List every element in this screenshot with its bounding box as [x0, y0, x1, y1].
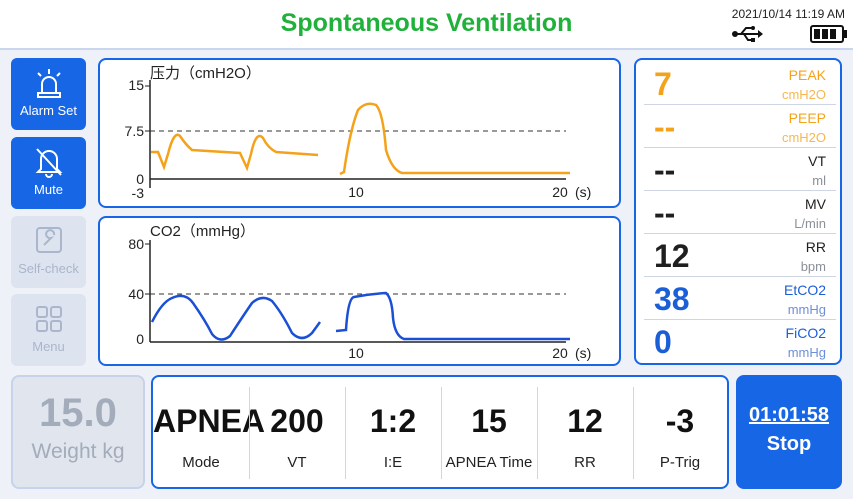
- pressure-waveform-panel: 压力（cmH2O） 15 7.5 0 -3 10 20 (s): [98, 58, 621, 208]
- param-peep-value: --: [654, 109, 676, 145]
- usb-icon: [732, 26, 763, 42]
- setting-p-trig-label: P-Trig: [659, 454, 701, 471]
- setting-vt-value: 200: [270, 403, 324, 439]
- param-vt-unit: ml: [812, 173, 826, 188]
- pressure-y-tick-0: 0: [136, 171, 144, 187]
- pressure-waveform-chart: 15 7.5 0 -3 10 20 (s): [125, 77, 592, 201]
- param-vt-value: --: [654, 152, 676, 188]
- pressure-x-unit: (s): [575, 184, 591, 200]
- setting-ie[interactable]: 1:2 I:E: [345, 387, 441, 479]
- param-fico2-unit: mmHg: [787, 345, 826, 360]
- stop-label: Stop: [766, 433, 812, 455]
- param-peak-unit: cmH2O: [781, 87, 826, 102]
- param-vt: -- VT ml: [644, 148, 836, 191]
- param-fico2-name: FiCO2: [785, 325, 826, 341]
- param-etco2-value: 38: [654, 281, 690, 317]
- divider: [249, 387, 250, 479]
- param-vt-name: VT: [808, 153, 826, 169]
- co2-y-tick-0: 0: [136, 331, 144, 347]
- param-rr-value: 12: [654, 238, 690, 274]
- divider: [441, 387, 442, 479]
- pressure-y-tick-15: 15: [128, 77, 144, 93]
- setting-p-trig-value: -3: [665, 403, 695, 439]
- page-title: Spontaneous Ventilation: [280, 9, 573, 37]
- setting-p-trig[interactable]: -3 P-Trig: [633, 387, 727, 479]
- param-peak-name: PEAK: [788, 67, 826, 83]
- stop-button[interactable]: 01:01:58 Stop: [736, 375, 842, 489]
- setting-rr-value: 12: [567, 403, 603, 439]
- setting-apnea-time[interactable]: 15 APNEA Time: [441, 387, 537, 479]
- mute-bell-icon: [35, 148, 62, 178]
- param-peep: -- PEEP cmH2O: [644, 105, 836, 148]
- param-mv-value: --: [654, 195, 676, 231]
- menu-button[interactable]: Menu: [11, 294, 86, 366]
- co2-y-tick-40: 40: [128, 286, 144, 302]
- elapsed-timer: 01:01:58: [748, 404, 830, 426]
- param-mv: -- MV L/min: [644, 191, 836, 234]
- co2-x-tick-10: 10: [348, 345, 364, 361]
- co2-y-tick-80: 80: [128, 236, 144, 252]
- co2-x-tick-20: 20: [552, 345, 568, 361]
- param-rr-unit: bpm: [800, 259, 826, 274]
- weight-value: 15.0: [39, 391, 117, 435]
- pressure-x-tick-20: 20: [552, 184, 568, 200]
- co2-x-unit: (s): [575, 345, 591, 361]
- setting-apnea-time-label: APNEA Time: [445, 454, 533, 471]
- co2-chart-title: CO2（mmHg）: [150, 223, 256, 240]
- param-rr-name: RR: [805, 239, 826, 255]
- alarm-set-label: Alarm Set: [19, 103, 78, 118]
- weight-display[interactable]: 15.0 Weight kg: [11, 375, 145, 489]
- header-bar: Spontaneous Ventilation 2021/10/14 11:19…: [0, 0, 853, 50]
- battery-icon: [810, 25, 847, 43]
- menu-label: Menu: [32, 339, 65, 354]
- param-peep-unit: cmH2O: [781, 130, 826, 145]
- setting-rr-label: RR: [574, 454, 596, 471]
- divider: [537, 387, 538, 479]
- ventilation-settings-panel: APNEA Mode 200 VT 1:2 I:E 15 APNEA Time …: [151, 375, 729, 489]
- param-etco2: 38 EtCO2 mmHg: [644, 277, 836, 320]
- measured-parameters-panel: 7 PEAK cmH2O -- PEEP cmH2O -- VT ml -- M…: [634, 58, 842, 365]
- self-check-label: Self-check: [18, 261, 79, 276]
- param-etco2-unit: mmHg: [787, 302, 826, 317]
- setting-apnea-time-value: 15: [471, 403, 507, 439]
- param-mv-name: MV: [805, 196, 826, 212]
- pressure-x-tick-10: 10: [348, 184, 364, 200]
- co2-waveform-chart: 80 40 0 10 20 (s): [128, 236, 591, 361]
- setting-rr[interactable]: 12 RR: [537, 387, 633, 479]
- pressure-chart-title: 压力（cmH2O）: [150, 65, 261, 82]
- pressure-y-tick-7-5: 7.5: [125, 123, 145, 139]
- param-rr: 12 RR bpm: [644, 234, 836, 277]
- param-peak-value: 7: [654, 66, 672, 102]
- datetime-display: 2021/10/14 11:19 AM: [731, 7, 845, 21]
- co2-waveform-panel: CO2（mmHg） 80 40 0 10 20 (s): [98, 216, 621, 366]
- setting-ie-label: I:E: [383, 454, 403, 471]
- setting-vt-label: VT: [287, 454, 307, 471]
- co2-waveform: [150, 291, 570, 341]
- setting-ie-value: 1:2: [369, 403, 417, 439]
- self-check-icon: [35, 227, 62, 253]
- divider: [345, 387, 346, 479]
- divider: [633, 387, 634, 479]
- setting-vt[interactable]: 200 VT: [249, 387, 345, 479]
- pressure-waveform: [151, 102, 570, 176]
- param-mv-unit: L/min: [794, 216, 826, 231]
- alarm-icon: [36, 69, 61, 98]
- setting-mode-label: Mode: [182, 454, 220, 471]
- mute-label: Mute: [34, 182, 63, 197]
- setting-mode-value: APNEA: [153, 403, 266, 439]
- param-etco2-name: EtCO2: [783, 282, 826, 298]
- self-check-button[interactable]: Self-check: [11, 216, 86, 288]
- mute-button[interactable]: Mute: [11, 137, 86, 209]
- param-peep-name: PEEP: [788, 110, 826, 126]
- param-fico2: 0 FiCO2 mmHg: [644, 320, 836, 363]
- alarm-set-button[interactable]: Alarm Set: [11, 58, 86, 130]
- weight-label: Weight kg: [31, 440, 125, 463]
- param-fico2-value: 0: [654, 324, 672, 360]
- param-peak: 7 PEAK cmH2O: [644, 62, 836, 105]
- menu-grid-icon: [35, 306, 62, 332]
- pressure-y-tick-neg3: -3: [132, 185, 145, 201]
- setting-mode[interactable]: APNEA Mode: [153, 387, 266, 479]
